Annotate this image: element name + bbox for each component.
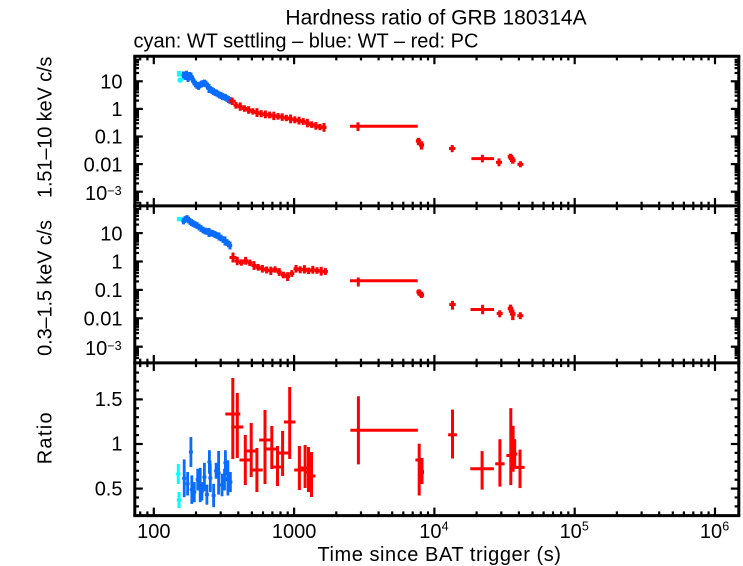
- svg-text:0.1: 0.1: [95, 127, 123, 149]
- svg-text:10: 10: [85, 183, 107, 205]
- svg-text:1: 1: [111, 252, 122, 274]
- svg-text:1000: 1000: [272, 521, 317, 543]
- svg-text:cyan: WT settling – blue: WT –: cyan: WT settling – blue: WT – red: PC: [134, 30, 479, 52]
- svg-text:−3: −3: [107, 184, 121, 198]
- svg-text:0.1: 0.1: [95, 280, 123, 302]
- svg-text:0.3–1.5 keV c/s: 0.3–1.5 keV c/s: [35, 220, 57, 356]
- svg-text:Hardness ratio of GRB 180314A: Hardness ratio of GRB 180314A: [285, 7, 586, 30]
- svg-text:10: 10: [700, 521, 722, 543]
- svg-text:Time since BAT trigger (s): Time since BAT trigger (s): [318, 544, 562, 566]
- svg-text:1.51–10 keV c/s: 1.51–10 keV c/s: [35, 57, 57, 198]
- svg-text:10: 10: [560, 521, 582, 543]
- svg-text:0.01: 0.01: [84, 154, 123, 176]
- svg-text:1.5: 1.5: [95, 389, 123, 411]
- svg-text:0.01: 0.01: [84, 309, 123, 331]
- svg-text:4: 4: [442, 520, 449, 534]
- svg-text:5: 5: [582, 520, 589, 534]
- svg-text:6: 6: [722, 520, 729, 534]
- svg-text:0.5: 0.5: [95, 478, 123, 500]
- svg-text:10: 10: [100, 223, 122, 245]
- svg-text:10: 10: [85, 338, 107, 360]
- svg-text:Ratio: Ratio: [35, 411, 57, 464]
- svg-text:10: 10: [100, 72, 122, 94]
- svg-text:10: 10: [419, 521, 441, 543]
- svg-text:100: 100: [137, 521, 170, 543]
- svg-text:−3: −3: [107, 339, 121, 353]
- svg-text:1: 1: [111, 99, 122, 121]
- svg-text:1: 1: [111, 434, 122, 456]
